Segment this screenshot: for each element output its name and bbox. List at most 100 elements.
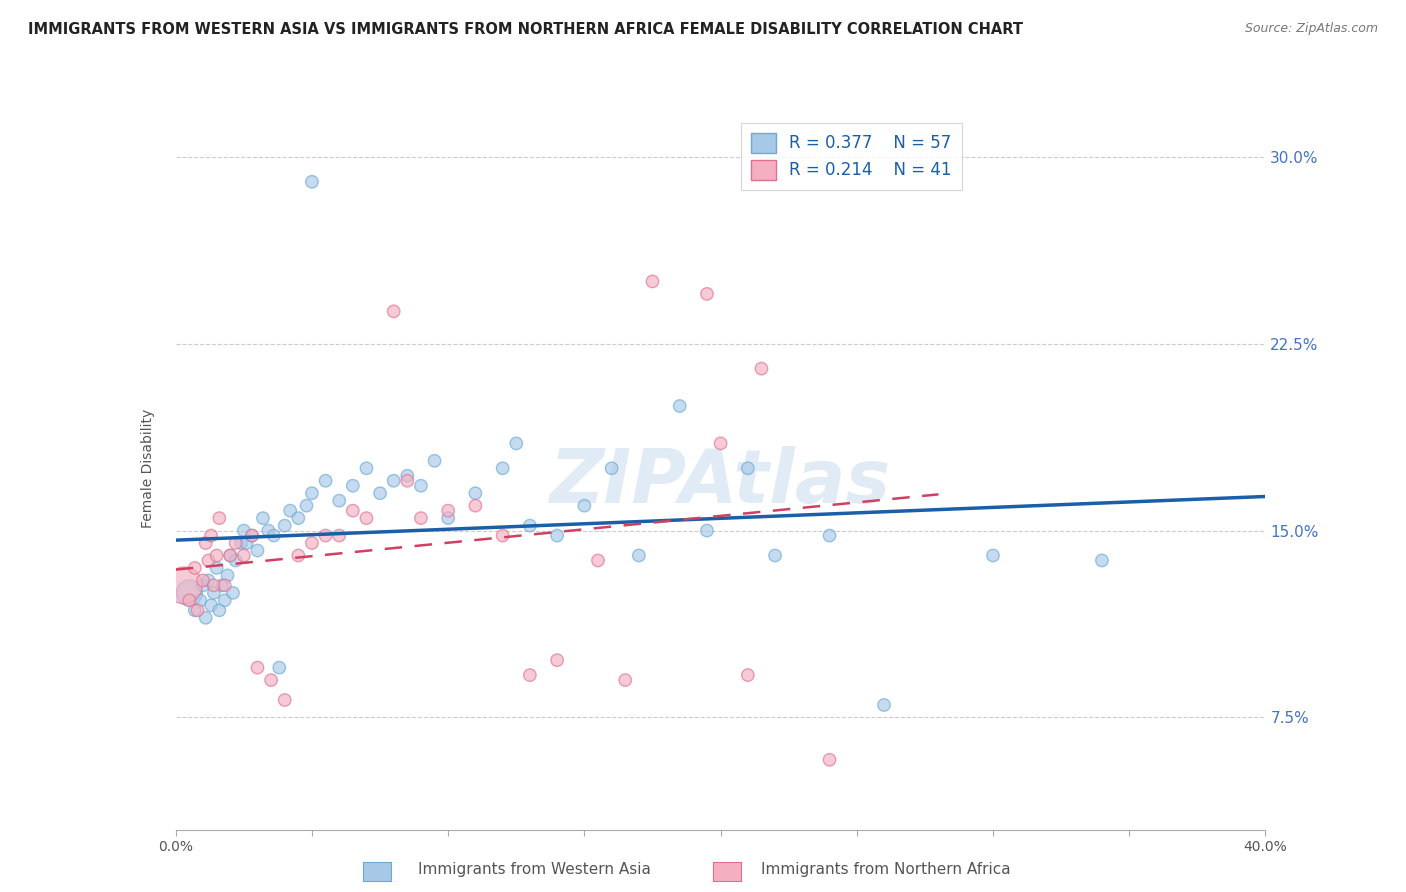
Text: Source: ZipAtlas.com: Source: ZipAtlas.com xyxy=(1244,22,1378,36)
Point xyxy=(1091,553,1114,567)
Point xyxy=(269,660,291,674)
Point xyxy=(328,528,350,542)
Point xyxy=(627,549,650,563)
Text: Immigrants from Northern Africa: Immigrants from Northern Africa xyxy=(761,863,1011,877)
Point xyxy=(396,474,419,488)
Point xyxy=(257,524,280,538)
Point xyxy=(600,461,623,475)
Point xyxy=(295,499,318,513)
Text: IMMIGRANTS FROM WESTERN ASIA VS IMMIGRANTS FROM NORTHERN AFRICA FEMALE DISABILIT: IMMIGRANTS FROM WESTERN ASIA VS IMMIGRAN… xyxy=(28,22,1024,37)
Point xyxy=(231,536,253,550)
Point xyxy=(205,561,228,575)
Point xyxy=(409,479,432,493)
Point xyxy=(246,660,269,674)
Point xyxy=(173,578,195,592)
Point xyxy=(205,549,228,563)
Legend: R = 0.377    N = 57, R = 0.214    N = 41: R = 0.377 N = 57, R = 0.214 N = 41 xyxy=(741,122,962,190)
Point xyxy=(194,536,217,550)
Point xyxy=(197,574,219,588)
Point xyxy=(396,468,419,483)
Point xyxy=(641,275,664,289)
Point xyxy=(696,524,718,538)
Point xyxy=(200,599,222,613)
Point xyxy=(287,511,309,525)
Point xyxy=(232,524,254,538)
Point xyxy=(505,436,527,450)
Point xyxy=(492,461,515,475)
Point xyxy=(278,503,301,517)
Point xyxy=(197,553,219,567)
Point xyxy=(368,486,391,500)
Point xyxy=(179,586,201,600)
Point xyxy=(260,673,283,687)
Point xyxy=(492,528,515,542)
Point xyxy=(208,511,231,525)
Point xyxy=(263,528,285,542)
Point xyxy=(214,578,236,592)
Point xyxy=(315,528,337,542)
Point xyxy=(356,511,378,525)
Point xyxy=(737,461,759,475)
Point xyxy=(301,536,323,550)
Point xyxy=(668,399,690,413)
Point xyxy=(818,753,841,767)
Point xyxy=(315,474,337,488)
Point xyxy=(225,553,247,567)
Point xyxy=(519,668,541,682)
Point xyxy=(188,593,211,607)
Point xyxy=(287,549,309,563)
Point xyxy=(202,578,225,592)
Point xyxy=(519,518,541,533)
Point xyxy=(751,361,773,376)
Point xyxy=(235,536,257,550)
Point xyxy=(211,578,233,592)
Point xyxy=(214,593,236,607)
Point xyxy=(186,603,209,617)
Point xyxy=(546,528,568,542)
Point xyxy=(219,549,242,563)
Point xyxy=(232,549,254,563)
Point xyxy=(342,503,364,517)
Point xyxy=(873,698,896,712)
Point xyxy=(225,536,247,550)
Point xyxy=(409,511,432,525)
Point xyxy=(246,543,269,558)
Y-axis label: Female Disability: Female Disability xyxy=(141,409,155,528)
Point xyxy=(240,528,263,542)
Point xyxy=(222,586,245,600)
Point xyxy=(301,486,323,500)
Point xyxy=(710,436,733,450)
Point xyxy=(217,568,239,582)
Point xyxy=(696,286,718,301)
Point xyxy=(184,561,207,575)
Point xyxy=(763,549,786,563)
Point xyxy=(328,493,350,508)
Point xyxy=(586,553,609,567)
Point xyxy=(200,528,222,542)
Point xyxy=(423,454,446,468)
Point xyxy=(464,486,486,500)
Point xyxy=(202,586,225,600)
Point xyxy=(240,528,263,542)
Point xyxy=(981,549,1004,563)
Point xyxy=(219,549,242,563)
Point xyxy=(614,673,637,687)
Point xyxy=(382,304,405,318)
Point xyxy=(208,603,231,617)
Point xyxy=(191,578,214,592)
Point xyxy=(274,518,297,533)
Point xyxy=(179,593,201,607)
Point xyxy=(818,528,841,542)
Point xyxy=(252,511,274,525)
Point xyxy=(342,479,364,493)
Point xyxy=(356,461,378,475)
Point xyxy=(194,611,217,625)
Text: ZIPAtlas: ZIPAtlas xyxy=(550,446,891,519)
Point xyxy=(191,574,214,588)
Point xyxy=(464,499,486,513)
Point xyxy=(437,511,460,525)
Point xyxy=(274,693,297,707)
Point xyxy=(437,503,460,517)
Point xyxy=(382,474,405,488)
Text: Immigrants from Western Asia: Immigrants from Western Asia xyxy=(418,863,651,877)
